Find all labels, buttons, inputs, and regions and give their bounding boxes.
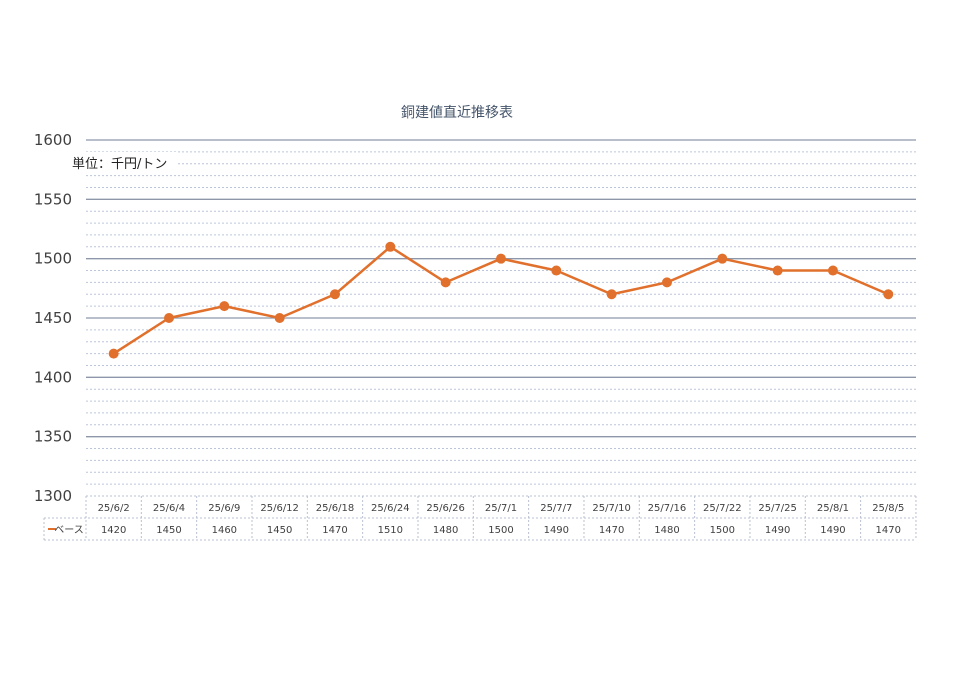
data-point <box>772 265 783 276</box>
table-value: 1470 <box>876 525 901 536</box>
x-tick-label: 25/6/12 <box>260 503 299 514</box>
data-point <box>717 253 728 264</box>
y-tick-label: 1400 <box>34 368 72 386</box>
table-value: 1480 <box>654 525 679 536</box>
table-value: 1490 <box>765 525 790 536</box>
data-point <box>329 289 340 300</box>
table-value: 1450 <box>156 525 181 536</box>
data-point <box>163 313 174 323</box>
data-point <box>883 289 894 300</box>
y-tick-label: 1550 <box>34 190 72 208</box>
table-value: 1450 <box>267 525 292 536</box>
table-value: 1500 <box>710 525 735 536</box>
chart-title: 銅建値直近推移表 <box>401 104 513 121</box>
x-tick-label: 25/6/18 <box>316 503 355 514</box>
x-tick-label: 25/8/1 <box>817 503 849 514</box>
y-tick-label: 1450 <box>34 309 72 327</box>
grid-lines <box>86 139 916 485</box>
y-axis-ticks: 1300 1350 1400 1450 1500 1550 1600 <box>34 131 72 505</box>
x-tick-label: 25/7/22 <box>703 503 742 514</box>
table-value: 1510 <box>378 525 403 536</box>
y-tick-label: 1600 <box>34 131 72 149</box>
series-line-layer <box>108 241 894 359</box>
table-value: 1470 <box>322 525 347 536</box>
data-table: ベース 25/6/2 1420 25/6/4 1450 25/6/9 1460 25/6/12… <box>43 495 917 541</box>
data-point <box>827 265 838 276</box>
x-tick-label: 25/7/16 <box>648 503 687 514</box>
data-point <box>495 253 506 264</box>
x-tick-label: 25/7/1 <box>485 503 517 514</box>
y-tick-label: 1500 <box>34 250 72 268</box>
x-tick-label: 25/6/4 <box>153 503 185 514</box>
data-point <box>385 241 396 252</box>
data-point <box>551 265 562 276</box>
legend-series-name: ベース <box>54 524 84 536</box>
data-point <box>661 277 672 288</box>
data-point <box>606 289 617 300</box>
x-tick-label: 25/8/5 <box>872 503 904 514</box>
table-value: 1490 <box>820 525 845 536</box>
data-point <box>219 301 230 312</box>
x-tick-label: 25/6/24 <box>371 503 410 514</box>
table-value: 1460 <box>212 525 237 536</box>
table-value: 1500 <box>488 525 513 536</box>
unit-label: 単位：千円/トン <box>72 156 167 172</box>
x-tick-label: 25/7/7 <box>540 503 572 514</box>
data-point <box>274 313 285 323</box>
table-value: 1470 <box>599 525 624 536</box>
x-tick-label: 25/6/9 <box>208 503 240 514</box>
data-point <box>108 348 119 359</box>
table-value: 1420 <box>101 525 126 536</box>
x-tick-label: 25/6/26 <box>426 503 465 514</box>
y-tick-label: 1350 <box>34 428 72 446</box>
x-tick-label: 25/6/2 <box>98 503 130 514</box>
unit-label-bg <box>68 152 176 174</box>
x-tick-label: 25/7/10 <box>592 503 631 514</box>
table-value: 1480 <box>433 525 458 536</box>
data-point <box>440 277 451 288</box>
y-tick-label: 1300 <box>34 487 72 505</box>
table-value: 1490 <box>544 525 569 536</box>
x-tick-label: 25/7/25 <box>758 503 797 514</box>
